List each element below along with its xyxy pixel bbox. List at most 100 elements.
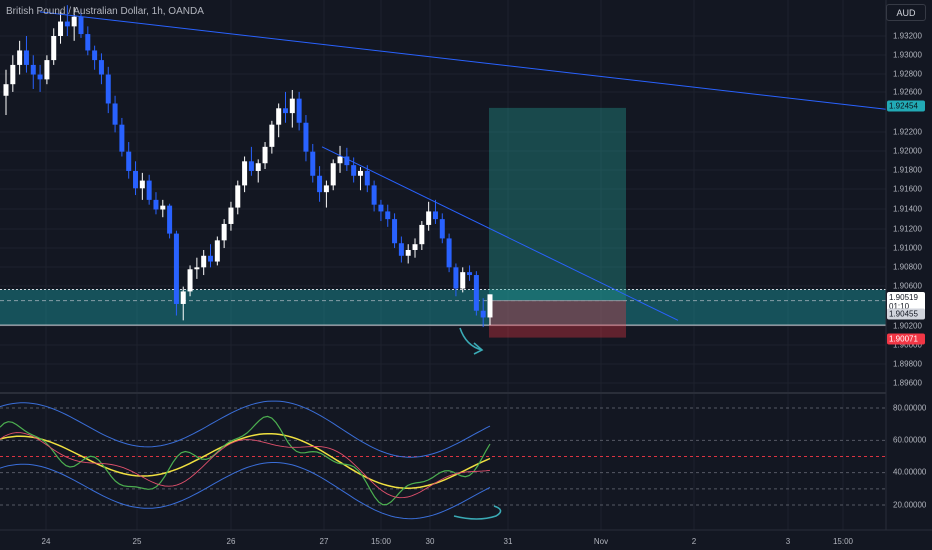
candle-body xyxy=(330,163,336,186)
target-price-badge: 1.92454 xyxy=(887,100,925,112)
hand-arrow xyxy=(459,327,483,351)
candle-body xyxy=(426,211,432,225)
candle-body xyxy=(105,74,111,104)
support-zone xyxy=(0,289,886,326)
price-tick-label: 1.91000 xyxy=(893,243,922,253)
candle-body xyxy=(282,108,288,114)
candle-body xyxy=(187,269,193,292)
osc-upper-band xyxy=(0,400,491,458)
price-tick-label: 1.89800 xyxy=(893,359,922,369)
candle-body xyxy=(126,151,132,171)
candle-body xyxy=(439,219,445,239)
candle-countdown: 01:10 xyxy=(889,302,910,311)
candle-body xyxy=(58,21,64,36)
candle-body xyxy=(337,156,343,164)
price-tick-label: 1.92800 xyxy=(893,69,922,79)
price-tick-label: 1.91600 xyxy=(893,184,922,194)
osc-tick-label: 60.00000 xyxy=(893,435,927,445)
time-tick-label: Nov xyxy=(593,537,609,546)
candle-body xyxy=(364,170,370,186)
drawings xyxy=(39,11,887,355)
candle-body xyxy=(64,21,70,27)
price-tick-label: 1.91400 xyxy=(893,204,922,214)
trade-zones xyxy=(0,107,886,338)
osc-tick-label: 20.00000 xyxy=(893,500,927,510)
candle-body xyxy=(453,267,459,289)
time-tick-label: 24 xyxy=(41,537,51,546)
osc-red-line xyxy=(0,432,491,499)
price-tick-label: 1.90200 xyxy=(893,321,922,331)
time-tick-label: 15:00 xyxy=(370,537,392,546)
candle-body xyxy=(262,146,268,164)
candle-body xyxy=(289,98,295,114)
candle-body xyxy=(235,185,241,208)
price-tick-label: 1.90800 xyxy=(893,262,922,272)
candle-body xyxy=(146,180,152,200)
candle-body xyxy=(85,34,91,51)
candle-body xyxy=(310,151,316,176)
price-tick-label: 1.91800 xyxy=(893,165,922,175)
candle-body xyxy=(133,170,139,189)
price-tick-label: 1.90000 xyxy=(893,340,922,350)
osc-tick-label: 40.00000 xyxy=(893,467,927,477)
candle-body xyxy=(51,36,57,61)
candle-body xyxy=(160,205,166,210)
candle-body xyxy=(23,50,29,65)
time-tick-label: 26 xyxy=(226,537,236,546)
candle-body xyxy=(194,267,200,270)
candle-body xyxy=(221,223,227,241)
candle-body xyxy=(119,124,125,152)
candle-body xyxy=(405,249,411,256)
long-target-zone xyxy=(489,107,626,301)
candle-body xyxy=(446,238,452,268)
candle-body xyxy=(473,275,479,311)
candle-body xyxy=(214,240,220,262)
oscillator-panel xyxy=(0,400,886,520)
chart-grid xyxy=(0,0,886,530)
currency-button[interactable]: AUD xyxy=(886,4,926,21)
candle-body xyxy=(351,165,357,176)
short-trendline xyxy=(321,146,679,321)
candle-body xyxy=(392,219,398,244)
candle-body xyxy=(432,211,438,220)
candle-body xyxy=(371,185,377,205)
price-tick-label: 1.93000 xyxy=(893,50,922,60)
candle-body xyxy=(180,291,186,304)
time-tick-label: 30 xyxy=(425,537,435,546)
price-tick-label: 1.89600 xyxy=(893,378,922,388)
candle-body xyxy=(398,243,404,256)
candle-body xyxy=(44,60,50,80)
candle-body xyxy=(153,199,159,210)
time-tick-label: 3 xyxy=(785,537,791,546)
candle-body xyxy=(167,205,173,234)
price-tick-label: 1.92000 xyxy=(893,146,922,156)
symbol-title[interactable]: British Pound / Australian Dollar, 1h, O… xyxy=(6,6,204,17)
candle-body xyxy=(323,185,329,193)
time-tick-label: 25 xyxy=(132,537,142,546)
candle-body xyxy=(112,103,118,125)
candle-body xyxy=(30,64,36,75)
osc-hand-arrow xyxy=(453,505,502,520)
candle-body xyxy=(17,50,23,65)
candle-body xyxy=(201,255,207,268)
price-tick-label: 1.92200 xyxy=(893,127,922,137)
time-tick-label: 15:00 xyxy=(832,537,854,546)
candle-body xyxy=(296,98,302,123)
candle-body xyxy=(242,161,248,186)
osc-lower-band xyxy=(0,462,491,520)
candle-body xyxy=(173,233,179,304)
candle-body xyxy=(487,294,493,318)
current-price-badge: 1.90519 01:10 xyxy=(887,292,925,312)
entry-price-badge: 1.90455 xyxy=(887,308,925,320)
candle-body xyxy=(344,156,350,166)
candle-body xyxy=(78,16,84,35)
time-tick-label: 2 xyxy=(691,537,697,546)
candle-body xyxy=(269,124,275,147)
price-tick-label: 1.93200 xyxy=(893,31,922,41)
price-tick-label: 1.90600 xyxy=(893,281,922,291)
candle-body xyxy=(208,255,214,262)
candle-body xyxy=(3,84,9,96)
price-tick-label: 1.91200 xyxy=(893,224,922,234)
osc-main-line xyxy=(0,415,491,506)
